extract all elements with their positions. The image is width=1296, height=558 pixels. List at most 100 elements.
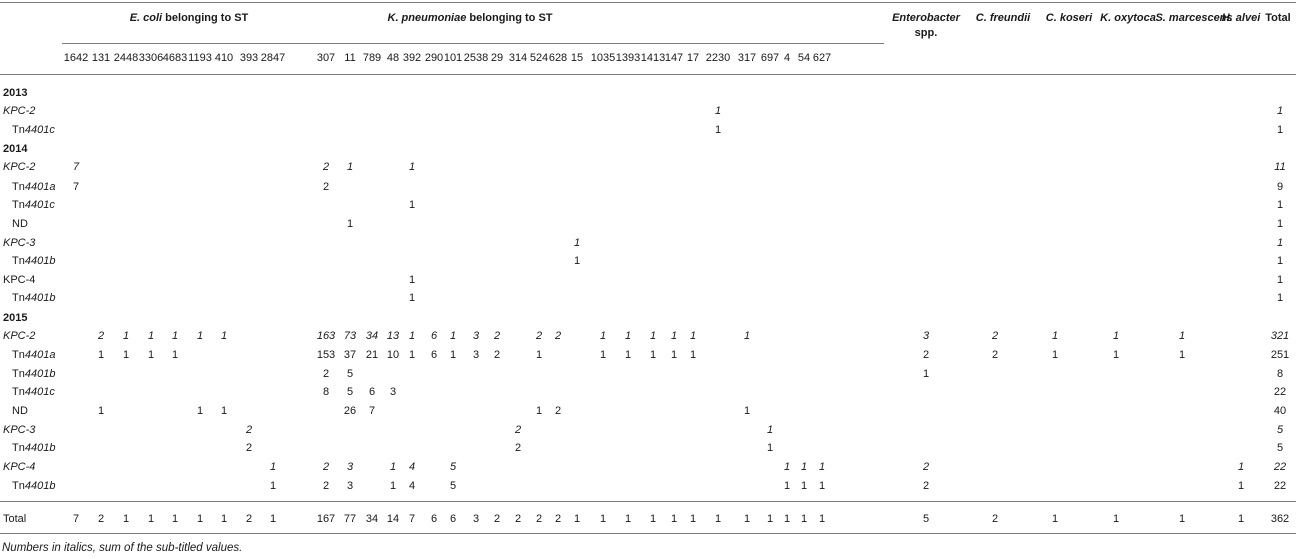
c-koseri-header: C. koseri	[1045, 12, 1093, 24]
enterobacter-header-line1: Enterobacter	[892, 12, 960, 24]
kpn-group-header: K. pneumoniae belonging to ST	[388, 11, 553, 25]
table-cell: 6	[368, 386, 376, 398]
year-label: 2014	[3, 143, 28, 155]
total-cell: 1	[1112, 513, 1120, 525]
kpc-label: KPC-2	[3, 161, 36, 173]
table-cell: 5	[449, 480, 457, 492]
total-cell: 1	[1237, 513, 1245, 525]
table-cell: 6	[430, 349, 438, 361]
total-header: Total	[1265, 12, 1291, 24]
table-cell: 1	[624, 349, 632, 361]
table-cell: 1	[122, 349, 130, 361]
table-cell: 34	[365, 330, 379, 342]
table-cell: 1	[449, 330, 457, 342]
table-cell: 1	[1276, 237, 1284, 249]
total-cell: 1	[689, 513, 697, 525]
table-cell: 2	[97, 330, 105, 342]
table-cell: 6	[430, 330, 438, 342]
table-cell: 1	[818, 461, 826, 473]
transposon-label: Tn4401b	[12, 480, 56, 492]
table-cell: 1	[220, 405, 228, 417]
total-cell: 34	[365, 513, 379, 525]
table-cell: 1	[689, 330, 697, 342]
total-cell: 1	[743, 513, 751, 525]
table-cell: 1	[670, 349, 678, 361]
table-cell: 1	[1237, 461, 1245, 473]
table-cell: 153	[316, 349, 336, 361]
st-header-cell: 1035	[590, 52, 616, 64]
total-cell: 1	[220, 513, 228, 525]
table-cell: 1	[624, 330, 632, 342]
table-cell: 2	[991, 349, 999, 361]
table-cell: 1	[766, 424, 774, 436]
top-rule	[0, 2, 1296, 3]
table-cell: 1	[649, 330, 657, 342]
table-cell: 1	[743, 330, 751, 342]
st-header-cell: 1193	[188, 52, 212, 64]
total-cell: 1	[818, 513, 826, 525]
transposon-label: Tn4401c	[12, 386, 55, 398]
table-cell: 2	[245, 442, 253, 454]
table-cell: 3	[346, 480, 354, 492]
total-cell: 1	[800, 513, 808, 525]
table-cell: 7	[368, 405, 376, 417]
ecoli-group-rule	[62, 43, 318, 44]
st-header-cell: 131	[91, 52, 111, 64]
table-cell: 1	[1237, 480, 1245, 492]
total-cell: 2	[991, 513, 999, 525]
table-cell: 3	[472, 349, 480, 361]
table-cell: 2	[922, 349, 930, 361]
table-cell: 1	[171, 349, 179, 361]
table-cell: 4	[408, 480, 416, 492]
table-cell: 2	[514, 442, 522, 454]
table-cell: 8	[322, 386, 330, 398]
st-header-cell: 1393	[615, 52, 641, 64]
table-cell: 1	[800, 480, 808, 492]
bottom-rule	[0, 533, 1296, 534]
table-cell: 1	[535, 349, 543, 361]
table-cell: 2	[922, 480, 930, 492]
k-oxytoca-header: K. oxytoca	[1100, 12, 1156, 24]
table-cell: 2	[322, 368, 330, 380]
table-cell: 1	[269, 480, 277, 492]
table-cell: 1	[535, 405, 543, 417]
table-cell: 2	[554, 330, 562, 342]
kpn-species: K. pneumoniae	[387, 12, 467, 24]
table-cell: 1	[408, 292, 416, 304]
table-cell: 3	[346, 461, 354, 473]
st-header-cell: 789	[362, 52, 382, 64]
table-cell: 13	[386, 330, 400, 342]
table-cell: 163	[316, 330, 336, 342]
kpc-label: KPC-4	[3, 461, 36, 473]
table-cell: 1	[599, 330, 607, 342]
table-cell: 1	[783, 461, 791, 473]
table-cell: 1	[196, 405, 204, 417]
table-cell: 22	[1273, 386, 1287, 398]
st-header-cell: 392	[402, 52, 422, 64]
table-cell: 2	[245, 424, 253, 436]
table-cell: 1	[1276, 274, 1284, 286]
table-cell: 7	[72, 181, 80, 193]
table-cell: 5	[346, 368, 354, 380]
total-cell: 1	[783, 513, 791, 525]
transposon-label: Tn4401b	[12, 292, 56, 304]
ecoli-suffix: belonging to ST	[162, 12, 249, 24]
table-cell: 1	[743, 405, 751, 417]
total-cell: 6	[430, 513, 438, 525]
table-cell: 2	[493, 330, 501, 342]
table-cell: 2	[322, 480, 330, 492]
table-cell: 1	[649, 349, 657, 361]
table-cell: 1	[408, 349, 416, 361]
table-cell: 5	[346, 386, 354, 398]
table-cell: 1	[1178, 330, 1186, 342]
kpn-group-rule	[318, 43, 884, 44]
table-cell: 2	[554, 405, 562, 417]
table-cell: 2	[922, 461, 930, 473]
st-header-cell: 1642	[63, 52, 89, 64]
table-cell: 1	[147, 349, 155, 361]
c-freundii-header: C. freundii	[975, 12, 1031, 24]
transposon-label: Tn4401a	[12, 349, 56, 361]
transposon-label: Tn4401b	[12, 368, 56, 380]
table-cell: 5	[1276, 424, 1284, 436]
table-cell: 2	[514, 424, 522, 436]
